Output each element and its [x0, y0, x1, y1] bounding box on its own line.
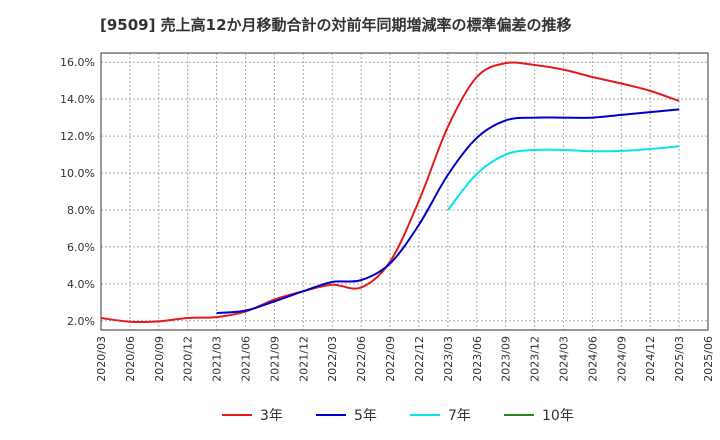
x-tick-label: 2022/06	[355, 336, 368, 382]
y-axis-ticks: 2.0% 4.0% 6.0% 8.0% 10.0% 12.0% 14.0% 16.0%	[60, 56, 95, 328]
x-tick-label: 2024/03	[557, 336, 570, 382]
x-axis-ticks: 2020/03 2020/06 2020/09 2020/12 2021/03 2021/…	[95, 336, 715, 382]
y-tick-label: 10.0%	[60, 167, 95, 180]
x-tick-label: 2021/06	[240, 336, 253, 382]
x-tick-label: 2021/09	[268, 336, 281, 382]
plot-frame	[100, 52, 709, 331]
x-tick-label: 2024/12	[644, 336, 657, 382]
y-tick-label: 16.0%	[60, 56, 95, 69]
legend-item-5y: 5年	[316, 402, 377, 428]
x-tick-label: 2022/09	[384, 336, 397, 382]
legend-item-7y: 7年	[410, 402, 471, 428]
series-line-1	[216, 108, 680, 315]
x-tick-label: 2023/06	[471, 336, 484, 382]
grid-layer	[101, 53, 708, 330]
y-tick-label: 2.0%	[67, 315, 95, 328]
x-tick-label: 2025/06	[702, 336, 715, 382]
legend: 3年 5年 7年 10年	[0, 402, 720, 428]
legend-label-10y: 10年	[542, 408, 574, 424]
y-tick-label: 6.0%	[67, 241, 95, 254]
y-tick-label: 4.0%	[67, 278, 95, 291]
x-tick-label: 2020/09	[153, 336, 166, 382]
x-tick-label: 2023/12	[529, 336, 542, 382]
legend-swatch-7y	[410, 414, 440, 416]
x-tick-label: 2020/06	[124, 336, 137, 382]
series-layer	[100, 61, 680, 323]
legend-swatch-3y	[222, 414, 252, 416]
x-tick-label: 2021/12	[297, 336, 310, 382]
x-tick-label: 2020/12	[182, 336, 195, 382]
x-tick-label: 2024/06	[586, 336, 599, 382]
y-tick-label: 8.0%	[67, 204, 95, 217]
x-tick-label: 2023/09	[500, 336, 513, 382]
x-tick-label: 2022/03	[326, 336, 339, 382]
x-tick-label: 2020/03	[95, 336, 108, 382]
series-line-0	[100, 61, 680, 323]
legend-label-5y: 5年	[354, 408, 377, 424]
x-tick-label: 2025/03	[673, 336, 686, 382]
x-tick-label: 2022/12	[413, 336, 426, 382]
legend-item-10y: 10年	[504, 402, 574, 428]
legend-label-7y: 7年	[448, 408, 471, 424]
series-line-2	[447, 145, 680, 211]
legend-item-3y: 3年	[222, 402, 283, 428]
legend-label-3y: 3年	[260, 408, 283, 424]
x-tick-label: 2021/03	[211, 336, 224, 382]
legend-swatch-10y	[504, 414, 534, 416]
chart-title: [9509] 売上高12か月移動合計の対前年同期増減率の標準偏差の推移	[100, 16, 572, 34]
x-tick-label: 2023/03	[442, 336, 455, 382]
legend-swatch-5y	[316, 414, 346, 416]
y-tick-label: 14.0%	[60, 93, 95, 106]
y-tick-label: 12.0%	[60, 130, 95, 143]
x-tick-label: 2024/09	[615, 336, 628, 382]
